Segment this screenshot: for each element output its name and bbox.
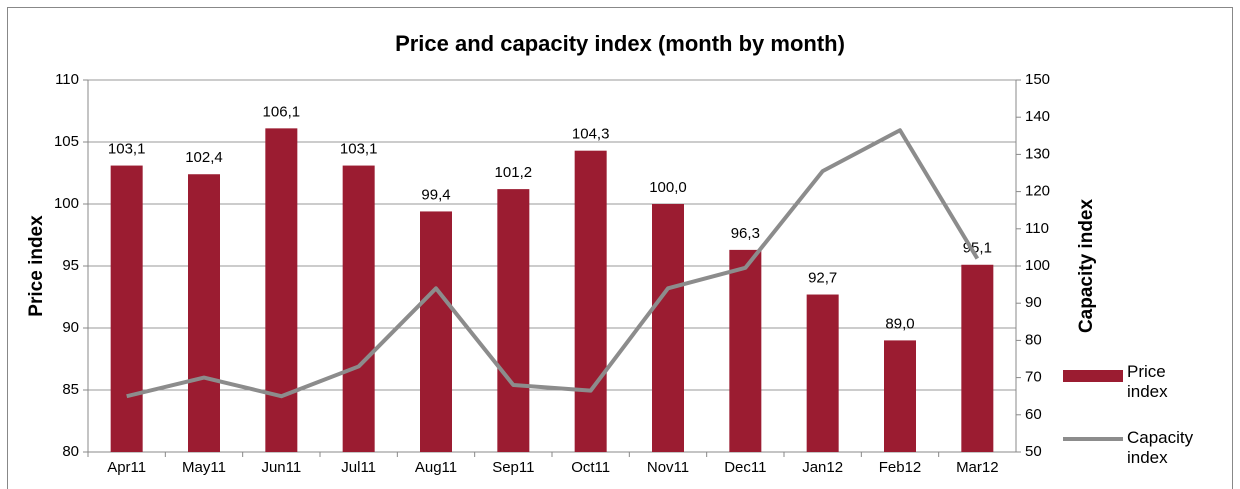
legend-label: Price index bbox=[1127, 362, 1168, 401]
data-label: 101,2 bbox=[495, 164, 533, 181]
y2-tick-label: 80 bbox=[1025, 331, 1042, 348]
bar bbox=[806, 294, 839, 452]
chart-title: Price and capacity index (month by month… bbox=[395, 31, 845, 56]
x-tick-label: Sep11 bbox=[492, 459, 534, 476]
bar bbox=[265, 128, 298, 453]
legend-swatch bbox=[1063, 437, 1123, 441]
bar bbox=[961, 264, 994, 452]
x-tick-label: Nov11 bbox=[647, 459, 689, 476]
x-tick-label: Jun11 bbox=[261, 459, 301, 476]
y2-tick-label: 140 bbox=[1025, 108, 1050, 125]
y-tick-label: 100 bbox=[54, 195, 79, 212]
y2-tick-label: 60 bbox=[1025, 406, 1042, 423]
x-tick-label: Dec11 bbox=[724, 459, 766, 476]
x-tick-label: Feb12 bbox=[879, 459, 922, 476]
bar bbox=[497, 189, 530, 452]
y2-tick-label: 130 bbox=[1025, 145, 1050, 162]
x-tick-label: Aug11 bbox=[415, 459, 457, 476]
y-axis-label: Price index bbox=[26, 215, 47, 317]
legend-label: Capacity index bbox=[1127, 428, 1194, 467]
y2-tick-label: 90 bbox=[1025, 294, 1042, 311]
bar bbox=[342, 165, 375, 452]
bar bbox=[884, 340, 916, 452]
bar bbox=[188, 174, 220, 453]
x-tick-label: Apr11 bbox=[107, 459, 146, 476]
y2-tick-label: 50 bbox=[1025, 443, 1042, 460]
data-label: 106,1 bbox=[263, 103, 301, 120]
y2-tick-label: 100 bbox=[1025, 257, 1050, 274]
y2-axis-label: Capacity index bbox=[1076, 199, 1097, 334]
x-tick-label: May11 bbox=[182, 459, 226, 476]
y2-tick-label: 150 bbox=[1025, 71, 1050, 88]
x-tick-label: Jul11 bbox=[341, 459, 376, 476]
y2-tick-label: 70 bbox=[1025, 369, 1042, 386]
data-label: 100,0 bbox=[649, 179, 687, 196]
data-label: 104,3 bbox=[572, 126, 610, 143]
y2-tick-label: 110 bbox=[1025, 220, 1049, 237]
x-tick-label: Oct11 bbox=[571, 459, 610, 476]
data-label: 96,3 bbox=[731, 225, 760, 242]
y-tick-label: 90 bbox=[62, 319, 79, 336]
y-tick-label: 110 bbox=[55, 71, 79, 88]
data-label: 92,7 bbox=[808, 269, 837, 286]
bar bbox=[729, 249, 762, 452]
y-tick-label: 95 bbox=[62, 257, 79, 274]
y-tick-label: 85 bbox=[62, 381, 79, 398]
bar bbox=[652, 204, 684, 452]
bar bbox=[574, 150, 607, 452]
data-label: 103,1 bbox=[108, 141, 146, 158]
y-tick-label: 105 bbox=[54, 133, 79, 150]
y2-tick-label: 120 bbox=[1025, 183, 1050, 200]
legend-swatch bbox=[1063, 370, 1123, 382]
bar bbox=[110, 165, 143, 452]
bar bbox=[420, 211, 452, 452]
data-label: 103,1 bbox=[340, 141, 378, 158]
data-label: 102,4 bbox=[185, 149, 223, 166]
x-tick-label: Jan12 bbox=[802, 459, 843, 476]
data-label: 99,4 bbox=[421, 186, 450, 203]
line bbox=[126, 128, 980, 399]
x-tick-label: Mar12 bbox=[956, 459, 999, 476]
data-label: 89,0 bbox=[885, 315, 914, 332]
y-tick-label: 80 bbox=[62, 443, 79, 460]
